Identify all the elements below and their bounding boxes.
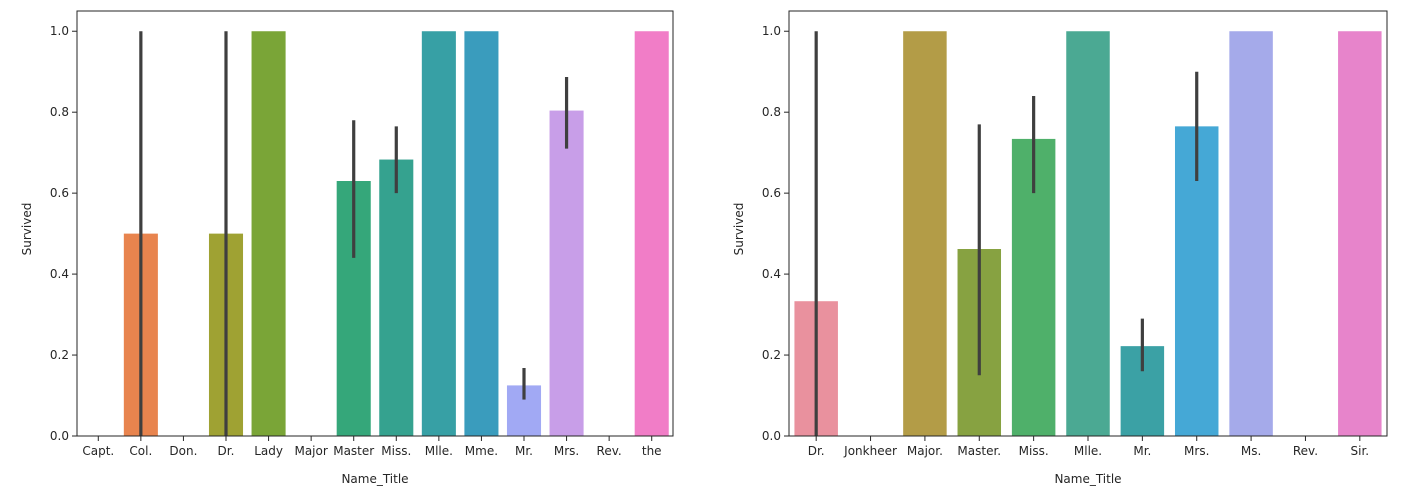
left-x-tick-label: Col.: [129, 444, 152, 458]
right-x-tick-label: Sir.: [1351, 444, 1370, 458]
right-x-tick-label: Master.: [957, 444, 1001, 458]
right-x-tick-label: Miss.: [1019, 444, 1049, 458]
left-y-tick-label: 0.8: [50, 105, 69, 119]
right-x-tick-label: Major.: [907, 444, 943, 458]
right-y-tick-label: 0.4: [762, 267, 781, 281]
left-bar: [422, 31, 456, 436]
left-x-tick-label: Miss.: [381, 444, 411, 458]
left-x-tick-label: Rev.: [597, 444, 622, 458]
right-y-tick-label: 0.8: [762, 105, 781, 119]
left-bar: [379, 160, 413, 436]
right-bar: [1338, 31, 1381, 436]
left-x-tick-label: Mrs.: [554, 444, 579, 458]
left-x-tick-label: Dr.: [218, 444, 235, 458]
left-y-tick-label: 0.6: [50, 186, 69, 200]
left-y-tick-label: 0.4: [50, 267, 69, 281]
right-bar-chart: 0.0 0.2 0.4 0.6 0.8 1.0 Dr. Jonkheer Major. Maste…: [732, 11, 1387, 486]
left-x-tick-label: Don.: [169, 444, 197, 458]
right-y-axis-label: Survived: [732, 203, 746, 256]
left-x-tick-label: Capt.: [82, 444, 114, 458]
left-x-tick-label: Mr.: [515, 444, 533, 458]
left-bar: [550, 111, 584, 436]
right-bar: [903, 31, 946, 436]
right-x-tick-label: Ms.: [1241, 444, 1261, 458]
left-y-tick-label: 0.2: [50, 348, 69, 362]
right-x-tick-label: Jonkheer: [843, 444, 897, 458]
right-x-tick-label: Rev.: [1293, 444, 1318, 458]
right-y-tick-label: 1.0: [762, 24, 781, 38]
left-x-tick-label: Master: [333, 444, 374, 458]
left-x-tick-label: Lady: [254, 444, 283, 458]
right-y-tick-label: 0.2: [762, 348, 781, 362]
left-x-tick-label: Mme.: [465, 444, 498, 458]
left-bar: [635, 31, 669, 436]
left-y-tick-label: 0.0: [50, 429, 69, 443]
left-bar-chart: 0.0 0.2 0.4 0.6 0.8 1.0 Capt. Col. Don. Dr. Lady Ma…: [20, 11, 673, 486]
left-y-axis-label: Survived: [20, 203, 34, 256]
left-y-tick-label: 1.0: [50, 24, 69, 38]
right-bar: [1066, 31, 1109, 436]
right-x-tick-label: Mr.: [1133, 444, 1151, 458]
right-bar: [1229, 31, 1272, 436]
right-x-tick-label: Mrs.: [1184, 444, 1209, 458]
right-y-tick-label: 0.0: [762, 429, 781, 443]
right-y-tick-label: 0.6: [762, 186, 781, 200]
left-bar: [252, 31, 286, 436]
left-x-tick-label: Mlle.: [425, 444, 453, 458]
left-x-tick-label: the: [642, 444, 662, 458]
right-x-tick-label: Dr.: [808, 444, 825, 458]
right-x-tick-label: Mlle.: [1074, 444, 1102, 458]
right-x-axis-label: Name_Title: [1054, 472, 1121, 486]
left-x-axis-label: Name_Title: [341, 472, 408, 486]
left-x-tick-label: Major: [294, 444, 327, 458]
left-bar: [464, 31, 498, 436]
